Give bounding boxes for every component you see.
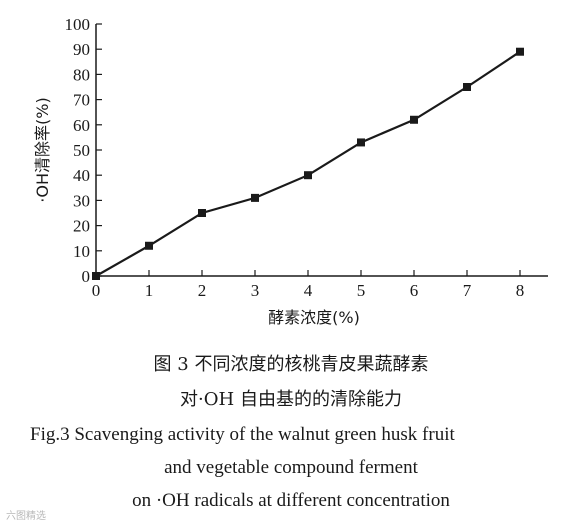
y-axis-label: ·OH清除率(%) (33, 97, 52, 202)
x-axis-label: 酵素浓度(%) (268, 308, 360, 327)
y-tick-label: 40 (73, 166, 90, 185)
y-tick-label: 100 (65, 15, 91, 34)
x-tick-label: 0 (92, 281, 101, 300)
y-tick-label: 80 (73, 65, 90, 84)
caption-cn-line-2: 对·OH 自由基的的清除能力 (180, 389, 402, 410)
y-tick-label: 60 (73, 116, 90, 135)
x-tick-label: 7 (463, 281, 472, 300)
data-point (251, 193, 259, 202)
y-tick-label: 70 (73, 91, 90, 110)
y-tick-label: 90 (73, 40, 90, 59)
x-tick-label: 2 (198, 281, 207, 300)
x-ticks: 0 1 2 3 4 5 6 7 8 (92, 270, 525, 300)
line-chart: 0 10 20 30 40 50 60 70 80 90 100 0 1 2 3 4 5 6 7 8 ·OH清除率(… (33, 15, 548, 327)
x-tick-label: 6 (410, 281, 419, 300)
series-line (95, 50, 521, 277)
y-tick-label: 30 (73, 191, 90, 210)
caption-en-line-2: and vegetable compound ferment (164, 457, 418, 478)
x-tick-label: 1 (145, 281, 154, 300)
data-point (198, 209, 206, 217)
y-tick-label: 10 (73, 242, 90, 261)
data-point (304, 171, 312, 180)
y-tick-label: 20 (73, 217, 90, 236)
data-point (463, 83, 471, 91)
x-tick-label: 8 (516, 281, 525, 300)
data-point (145, 241, 153, 250)
caption-en-line-1: Fig.3 Scavenging activity of the walnut … (30, 424, 455, 445)
y-tick-label: 0 (82, 267, 91, 286)
data-point (410, 115, 418, 124)
caption-en-line-3: on ·OH radicals at different concentrati… (132, 490, 450, 511)
data-point (357, 138, 365, 147)
y-ticks: 0 10 20 30 40 50 60 70 80 90 100 (65, 15, 102, 286)
watermark: 六图精选 (6, 511, 46, 522)
axes (95, 24, 548, 277)
data-point (516, 47, 524, 56)
series (92, 47, 524, 280)
x-tick-label: 5 (357, 281, 366, 300)
data-point (92, 272, 100, 280)
x-tick-label: 4 (304, 281, 313, 300)
y-tick-label: 50 (73, 141, 90, 160)
caption-cn-line-1: 图 3 不同浓度的核桃青皮果蔬酵素 (153, 354, 429, 375)
x-tick-label: 3 (251, 281, 260, 300)
